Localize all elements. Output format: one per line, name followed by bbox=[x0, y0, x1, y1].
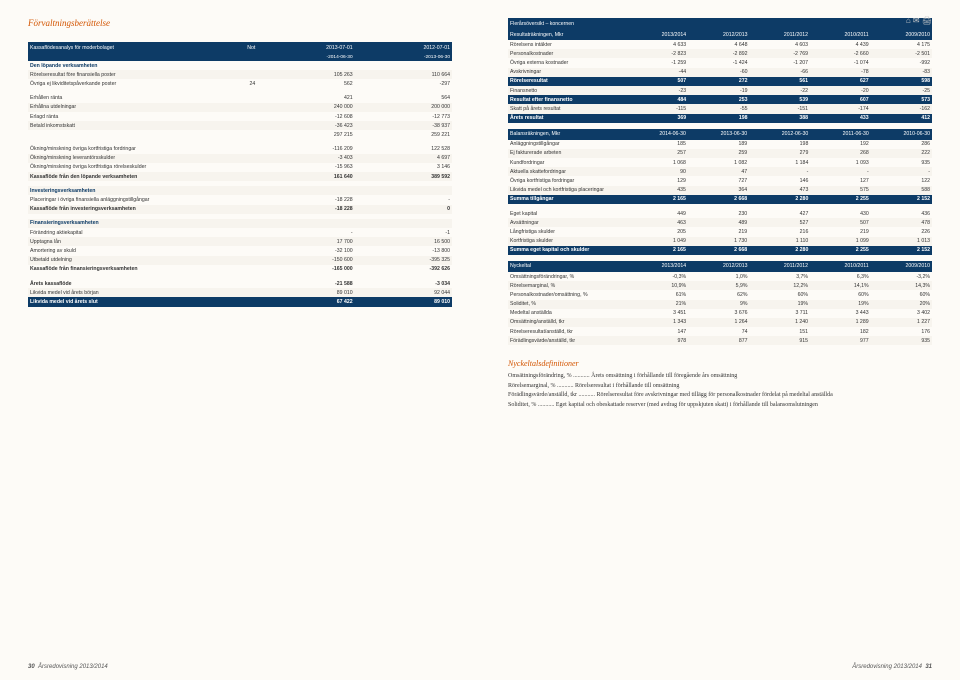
cf-title: Kassaflödesanalys för moderbolaget bbox=[28, 42, 219, 53]
table-row: Skatt på årets resultat-115-55-151-174-1… bbox=[508, 104, 932, 113]
table-row: Finansieringsverksamheten bbox=[28, 219, 452, 228]
t2-sub: Balansräkningen, Mkr bbox=[508, 129, 627, 140]
table-row: Medeltal anställda3 4513 6763 7113 4433 … bbox=[508, 309, 932, 318]
table-row: Anläggningstillgångar185189198192286 bbox=[508, 140, 932, 149]
table-row: Årets resultat369198388433412 bbox=[508, 114, 932, 123]
table-row: Förädlingsvärde/anställd, tkr97887791597… bbox=[508, 336, 932, 345]
table-row: Övriga externa kostnader-1 259-1 424-1 2… bbox=[508, 58, 932, 67]
table-row: Övriga kortfristiga fordringar1297271461… bbox=[508, 176, 932, 185]
table-row: Upptagna lån17 70016 500 bbox=[28, 237, 452, 246]
footer-left: 30 Årsredovisning 2013/2014 bbox=[28, 664, 108, 670]
definition-item: Soliditet, % ........... Eget kapital oc… bbox=[508, 401, 932, 409]
table-row: Utbetald utdelning-150 600-395 325 bbox=[28, 256, 452, 265]
table-row: Placeringar i övriga finansiella anläggn… bbox=[28, 195, 452, 204]
table-row: Ej fakturerade arbeten257259279268222 bbox=[508, 149, 932, 158]
table-row: Kassaflöde från investeringsverksamheten… bbox=[28, 205, 452, 214]
table-row: Summa tillgångar2 1652 6682 2802 2552 15… bbox=[508, 195, 932, 204]
overview-income-table: Flerårsöversikt – koncernen Resultaträkn… bbox=[508, 18, 932, 123]
table-row: Aktuella skattefordringar9047--- bbox=[508, 167, 932, 176]
table-row: Betald inkomstskatt-36 423-38 937 bbox=[28, 121, 452, 130]
page-header: Förvaltningsberättelse bbox=[28, 18, 452, 28]
table-row: Omsättning/anställd, tkr1 3431 2641 2401… bbox=[508, 318, 932, 327]
table-row: Ökning/minskning övriga kortfristiga rör… bbox=[28, 163, 452, 172]
cf-sub1: -2014-06-30 bbox=[257, 53, 354, 61]
table-row: Avsättningar463489527507478 bbox=[508, 218, 932, 227]
table-row: Likvida medel vid årets slut67 42289 010 bbox=[28, 297, 452, 306]
table-row: Resultat efter finansnetto48425353960757… bbox=[508, 95, 932, 104]
table-row: Övriga ej likviditetspåverkande poster24… bbox=[28, 79, 452, 88]
table-row: Investeringsverksamheten bbox=[28, 186, 452, 195]
table-row: Kassaflöde från finansieringsverksamhete… bbox=[28, 265, 452, 274]
table-row: Erlagd ränta-12 608-12 773 bbox=[28, 112, 452, 121]
table-row: Förändring aktiekapital--1 bbox=[28, 228, 452, 237]
key-figures-table: Nyckeltal 2013/2014 2012/2013 2011/2012 … bbox=[508, 261, 932, 346]
table-row: Rörelseresultat före finansiella poster1… bbox=[28, 70, 452, 79]
table-row: Rörelseresultat/anställd, tkr14774151182… bbox=[508, 327, 932, 336]
table-row: Rörelseresultat507272561627598 bbox=[508, 77, 932, 86]
table-row: Erhållna utdelningar240 000200 000 bbox=[28, 103, 452, 112]
cf-sub2: -2013-06-30 bbox=[355, 53, 452, 61]
table-row: Kundfordringar1 0681 0821 1841 093935 bbox=[508, 158, 932, 167]
cf-col1: 2013-07-01 bbox=[257, 42, 354, 53]
table-row: Den löpande verksamheten bbox=[28, 61, 452, 70]
cf-note: Not bbox=[219, 42, 257, 53]
table-row: Kassaflöde från den löpande verksamheten… bbox=[28, 172, 452, 181]
t1-title: Flerårsöversikt – koncernen bbox=[508, 18, 932, 29]
definition-item: Omsättningsförändring, % ........... Åre… bbox=[508, 372, 932, 380]
header-icons: ⌂ ✉ 🖨 bbox=[906, 16, 932, 25]
overview-balance-table: Balansräkningen, Mkr 2014-06-30 2013-06-… bbox=[508, 129, 932, 255]
table-row: Amortering av skuld-32 100-13 800 bbox=[28, 246, 452, 255]
table-row: Summa eget kapital och skulder2 1652 668… bbox=[508, 246, 932, 255]
table-row: Rörelsens intäkter4 6334 6484 6034 4394 … bbox=[508, 40, 932, 49]
definitions: Nyckeltalsdefinitioner Omsättningsföränd… bbox=[508, 359, 932, 409]
table-row: Finansnetto-23-19-22-20-25 bbox=[508, 86, 932, 95]
table-row: Soliditet, %21%9%19%19%20% bbox=[508, 300, 932, 309]
cashflow-table: Kassaflödesanalys för moderbolaget Not 2… bbox=[28, 42, 452, 307]
table-row: Kortfristiga skulder1 0491 7301 1101 099… bbox=[508, 237, 932, 246]
definition-item: Rörelsemarginal, % ........... Rörelsere… bbox=[508, 382, 932, 390]
table-row: Omsättningsförändringar, %-0,3%1,0%3,7%6… bbox=[508, 272, 932, 281]
table-row: Eget kapital449230427430436 bbox=[508, 209, 932, 218]
footer-right: Årsredovisning 2013/2014 31 bbox=[852, 664, 932, 670]
table-row: Erhållen ränta421564 bbox=[28, 94, 452, 103]
cf-col2: 2012-07-01 bbox=[355, 42, 452, 53]
table-row: Likvida medel och kortfristiga placering… bbox=[508, 186, 932, 195]
left-page: Förvaltningsberättelse Kassaflödesanalys… bbox=[0, 0, 480, 680]
table-row: Personalkostnader/omsättning, %61%62%60%… bbox=[508, 290, 932, 299]
table-row: Ökning/minskning leverantörsskulder-3 40… bbox=[28, 154, 452, 163]
definition-item: Förädlingsvärde/anställd, tkr ..........… bbox=[508, 391, 932, 399]
t3-sub: Nyckeltal bbox=[508, 261, 627, 272]
table-row: Personalkostnader-2 823-2 892-2 769-2 66… bbox=[508, 49, 932, 58]
right-page: ⌂ ✉ 🖨 Flerårsöversikt – koncernen Result… bbox=[480, 0, 960, 680]
page-spread: Förvaltningsberättelse Kassaflödesanalys… bbox=[0, 0, 960, 680]
table-row: Årets kassaflöde-21 588-3 034 bbox=[28, 279, 452, 288]
table-row: Likvida medel vid årets början89 01092 0… bbox=[28, 288, 452, 297]
table-row: Långfristiga skulder205219216219226 bbox=[508, 227, 932, 236]
table-row: 297 215259 221 bbox=[28, 130, 452, 139]
t1-sub: Resultaträkningen, Mkr bbox=[508, 29, 627, 40]
table-row: Rörelsemarginal, %10,9%5,9%12,2%14,1%14,… bbox=[508, 281, 932, 290]
table-row: Avskrivningar-44-60-66-78-83 bbox=[508, 68, 932, 77]
table-row: Ökning/minskning övriga kortfristiga for… bbox=[28, 145, 452, 154]
defs-title: Nyckeltalsdefinitioner bbox=[508, 359, 932, 368]
